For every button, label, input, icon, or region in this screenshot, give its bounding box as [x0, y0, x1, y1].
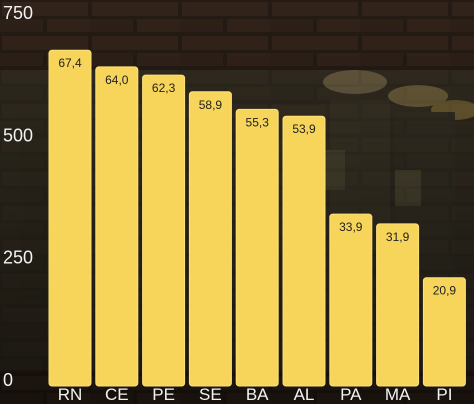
data-label: 67,4 — [58, 56, 82, 70]
bar-rn — [48, 49, 92, 387]
data-label: 20,9 — [433, 284, 457, 298]
bar-ce — [95, 66, 139, 387]
data-label: 55,3 — [246, 115, 270, 129]
bars: 67,4 64,0 62,3 58,9 55,3 53,9 33,9 31,9 20,9 — [48, 49, 466, 387]
x-axis: RN CE PE SE BA AL PA MA PI — [58, 385, 453, 404]
bar-pe — [142, 74, 186, 387]
x-tick-label: PE — [152, 385, 175, 404]
data-label: 58,9 — [199, 98, 223, 112]
bar-ba — [235, 108, 279, 387]
bar-pa — [329, 213, 373, 387]
x-tick-label: MA — [385, 385, 411, 404]
data-label: 64,0 — [105, 73, 129, 87]
x-tick-label: PA — [340, 385, 362, 404]
y-axis: 0 250 500 750 — [3, 3, 33, 390]
x-tick-label: BA — [246, 385, 269, 404]
y-tick-label: 250 — [3, 248, 33, 268]
bar-al — [282, 115, 326, 387]
y-tick-label: 750 — [3, 3, 33, 23]
data-label: 62,3 — [152, 81, 176, 95]
x-tick-label: RN — [58, 385, 83, 404]
data-label: 31,9 — [386, 230, 410, 244]
x-tick-label: CE — [105, 385, 129, 404]
x-tick-label: PI — [436, 385, 452, 404]
y-tick-label: 500 — [3, 125, 33, 145]
data-label: 53,9 — [292, 122, 316, 136]
data-label: 33,9 — [339, 220, 363, 234]
bar-se — [188, 91, 232, 387]
bar-pi — [422, 277, 466, 387]
x-tick-label: AL — [294, 385, 315, 404]
bar-ma — [376, 223, 420, 387]
x-tick-label: SE — [199, 385, 222, 404]
y-tick-label: 0 — [3, 370, 13, 390]
